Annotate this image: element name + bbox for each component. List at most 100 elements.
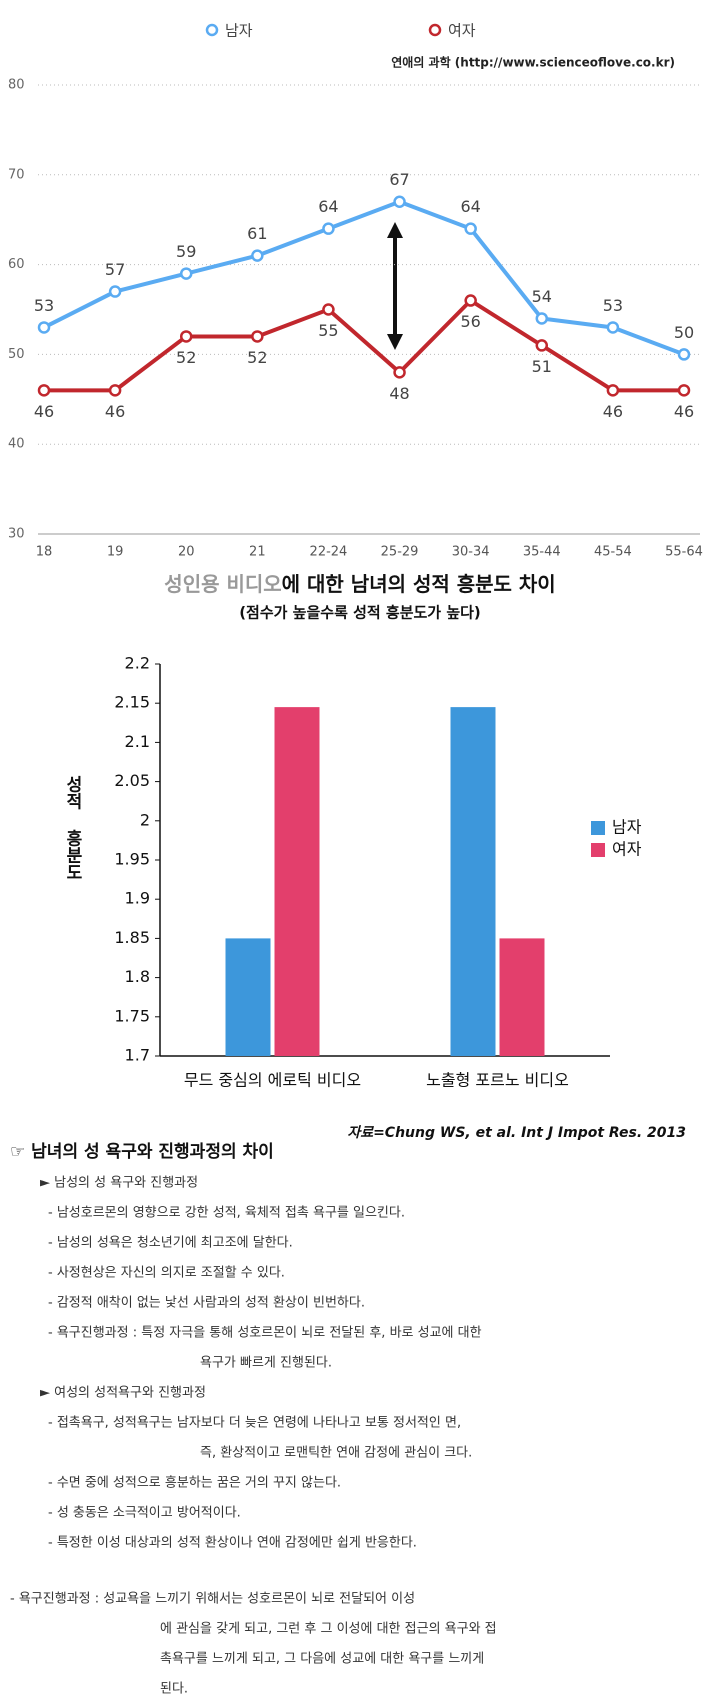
series-line	[44, 297, 684, 393]
data-label: 46	[105, 402, 125, 421]
tail-line: - 욕구진행과정 : 성교욕을 느끼기 위해서는 성호르몬이 뇌로 전달되어 이…	[10, 1591, 415, 1607]
tail-continuation: 된다.	[160, 1682, 188, 1697]
bar-subtitle: (점수가 높을수록 성적 흥분도가 높다)	[239, 604, 481, 622]
source-note: 연애의 과학 (http://www.scienceoflove.co.kr)	[391, 55, 675, 70]
data-label: 57	[105, 260, 125, 279]
y-tick-label: 1.8	[125, 967, 150, 986]
item: - 사정현상은 자신의 의지로 조절할 수 있다.	[48, 1266, 285, 1281]
data-label: 46	[603, 402, 623, 421]
legend-marker	[428, 23, 442, 37]
data-label: 53	[34, 296, 54, 315]
point	[535, 312, 549, 325]
point	[464, 222, 477, 235]
data-label: 59	[176, 242, 196, 261]
legend-marker	[205, 23, 219, 37]
y-tick-label: 2.15	[114, 693, 150, 712]
bar-title: 성인용 비디오에 대한 남녀의 성적 흥분도 차이	[164, 572, 555, 596]
bar	[274, 707, 320, 1056]
series-line	[43, 199, 685, 357]
point	[464, 294, 477, 307]
tail-continuation: 에 관심을 갖게 되고, 그런 후 그 이성에 대한 접근의 욕구와 접	[160, 1622, 497, 1637]
y-tick-label: 1.9	[125, 889, 150, 908]
data-label: 64	[318, 197, 338, 216]
y-tick-label: 2.2	[125, 654, 150, 673]
point	[108, 285, 122, 298]
item: - 특정한 이성 대상과의 성적 환상이나 연애 감정에만 쉽게 반응한다.	[48, 1536, 417, 1551]
y-tick-label: 80	[8, 78, 25, 93]
x-tick-label: 55-64	[665, 545, 703, 560]
y-tick-label: 40	[8, 437, 25, 452]
y-axis-label: 성적 흥분도	[62, 775, 82, 880]
y-tick-label: 70	[8, 167, 25, 182]
point	[179, 267, 193, 280]
legend-label: 남자	[225, 22, 253, 40]
data-label: 46	[674, 402, 694, 421]
tail-continuation: 촉욕구를 느끼게 되고, 그 다음에 성교에 대한 욕구를 느끼게	[160, 1652, 484, 1667]
x-tick-label: 22-24	[310, 545, 348, 560]
y-tick-label: 2.05	[114, 771, 150, 790]
x-tick-label: 19	[107, 545, 124, 560]
data-label: 48	[389, 384, 409, 403]
point	[108, 384, 122, 397]
point	[606, 321, 620, 334]
x-tick-label: 45-54	[594, 545, 632, 560]
data-label: 52	[247, 348, 267, 367]
legend-swatch	[591, 843, 605, 857]
legend-label: 여자	[448, 22, 476, 40]
point	[322, 222, 335, 235]
bar-source: 자료=Chung WS, et al. Int J Impot Res. 201…	[347, 1125, 686, 1141]
legend-swatch	[591, 821, 605, 835]
point	[677, 384, 691, 397]
point	[251, 330, 264, 343]
x-tick-label: 무드 중심의 에로틱 비디오	[184, 1071, 361, 1090]
item: - 남성호르몬의 영향으로 강한 성적, 육체적 접촉 욕구를 일으킨다.	[48, 1206, 405, 1221]
legend-label: 여자	[612, 840, 642, 859]
item: - 성 충동은 소극적이고 방어적이다.	[48, 1506, 241, 1521]
data-label: 54	[532, 287, 552, 306]
data-label: 67	[389, 170, 409, 189]
y-tick-label: 2.1	[125, 732, 150, 751]
point	[251, 249, 264, 262]
title-rest: 에 대한 남녀의 성적 흥분도 차이	[282, 572, 556, 596]
doc-heading: ☞ 남녀의 성 욕구와 진행과정의 차이	[10, 1142, 274, 1162]
x-tick-label: 20	[178, 545, 195, 560]
y-tick-label: 1.75	[114, 1006, 150, 1025]
data-label: 64	[460, 197, 480, 216]
y-tick-label: 1.95	[114, 850, 150, 869]
bar	[225, 938, 271, 1056]
point	[535, 339, 549, 352]
x-tick-label: 25-29	[381, 545, 419, 560]
point	[322, 303, 335, 316]
y-tick-label: 1.85	[114, 928, 150, 947]
point	[179, 330, 193, 343]
section-heading: ► 여성의 성적욕구와 진행과정	[40, 1385, 206, 1401]
point	[606, 384, 620, 397]
section-heading: ► 남성의 성 욕구와 진행과정	[40, 1175, 198, 1191]
x-tick-label: 30-34	[452, 545, 490, 560]
data-label: 50	[674, 323, 694, 342]
x-tick-label: 35-44	[523, 545, 561, 560]
title-highlight: 성인용 비디오	[164, 572, 281, 596]
item: - 욕구진행과정 : 특정 자극을 통해 성호르몬이 뇌로 전달된 후, 바로 …	[48, 1325, 482, 1341]
item: - 수면 중에 성적으로 흥분하는 꿈은 거의 꾸지 않는다.	[48, 1476, 341, 1491]
data-label: 61	[247, 224, 267, 243]
bar	[450, 707, 496, 1056]
bar	[499, 938, 545, 1056]
data-label: 46	[34, 402, 54, 421]
y-tick-label: 2	[140, 810, 150, 829]
x-tick-label: 18	[36, 545, 53, 560]
x-tick-label: 노출형 포르노 비디오	[426, 1071, 569, 1090]
y-tick-label: 50	[8, 347, 25, 362]
y-tick-label: 30	[8, 527, 25, 542]
item: - 감정적 애착이 없는 낯선 사람과의 성적 환상이 빈번하다.	[48, 1296, 365, 1311]
point	[677, 348, 691, 361]
point	[37, 321, 51, 334]
item-continuation: 즉, 환상적이고 로맨틱한 연애 감정에 관심이 크다.	[200, 1446, 472, 1461]
item: - 남성의 성욕은 청소년기에 최고조에 달한다.	[48, 1236, 293, 1251]
y-tick-label: 60	[8, 257, 25, 272]
data-label: 52	[176, 348, 196, 367]
legend-label: 남자	[612, 818, 642, 837]
y-tick-label: 1.7	[125, 1046, 150, 1065]
